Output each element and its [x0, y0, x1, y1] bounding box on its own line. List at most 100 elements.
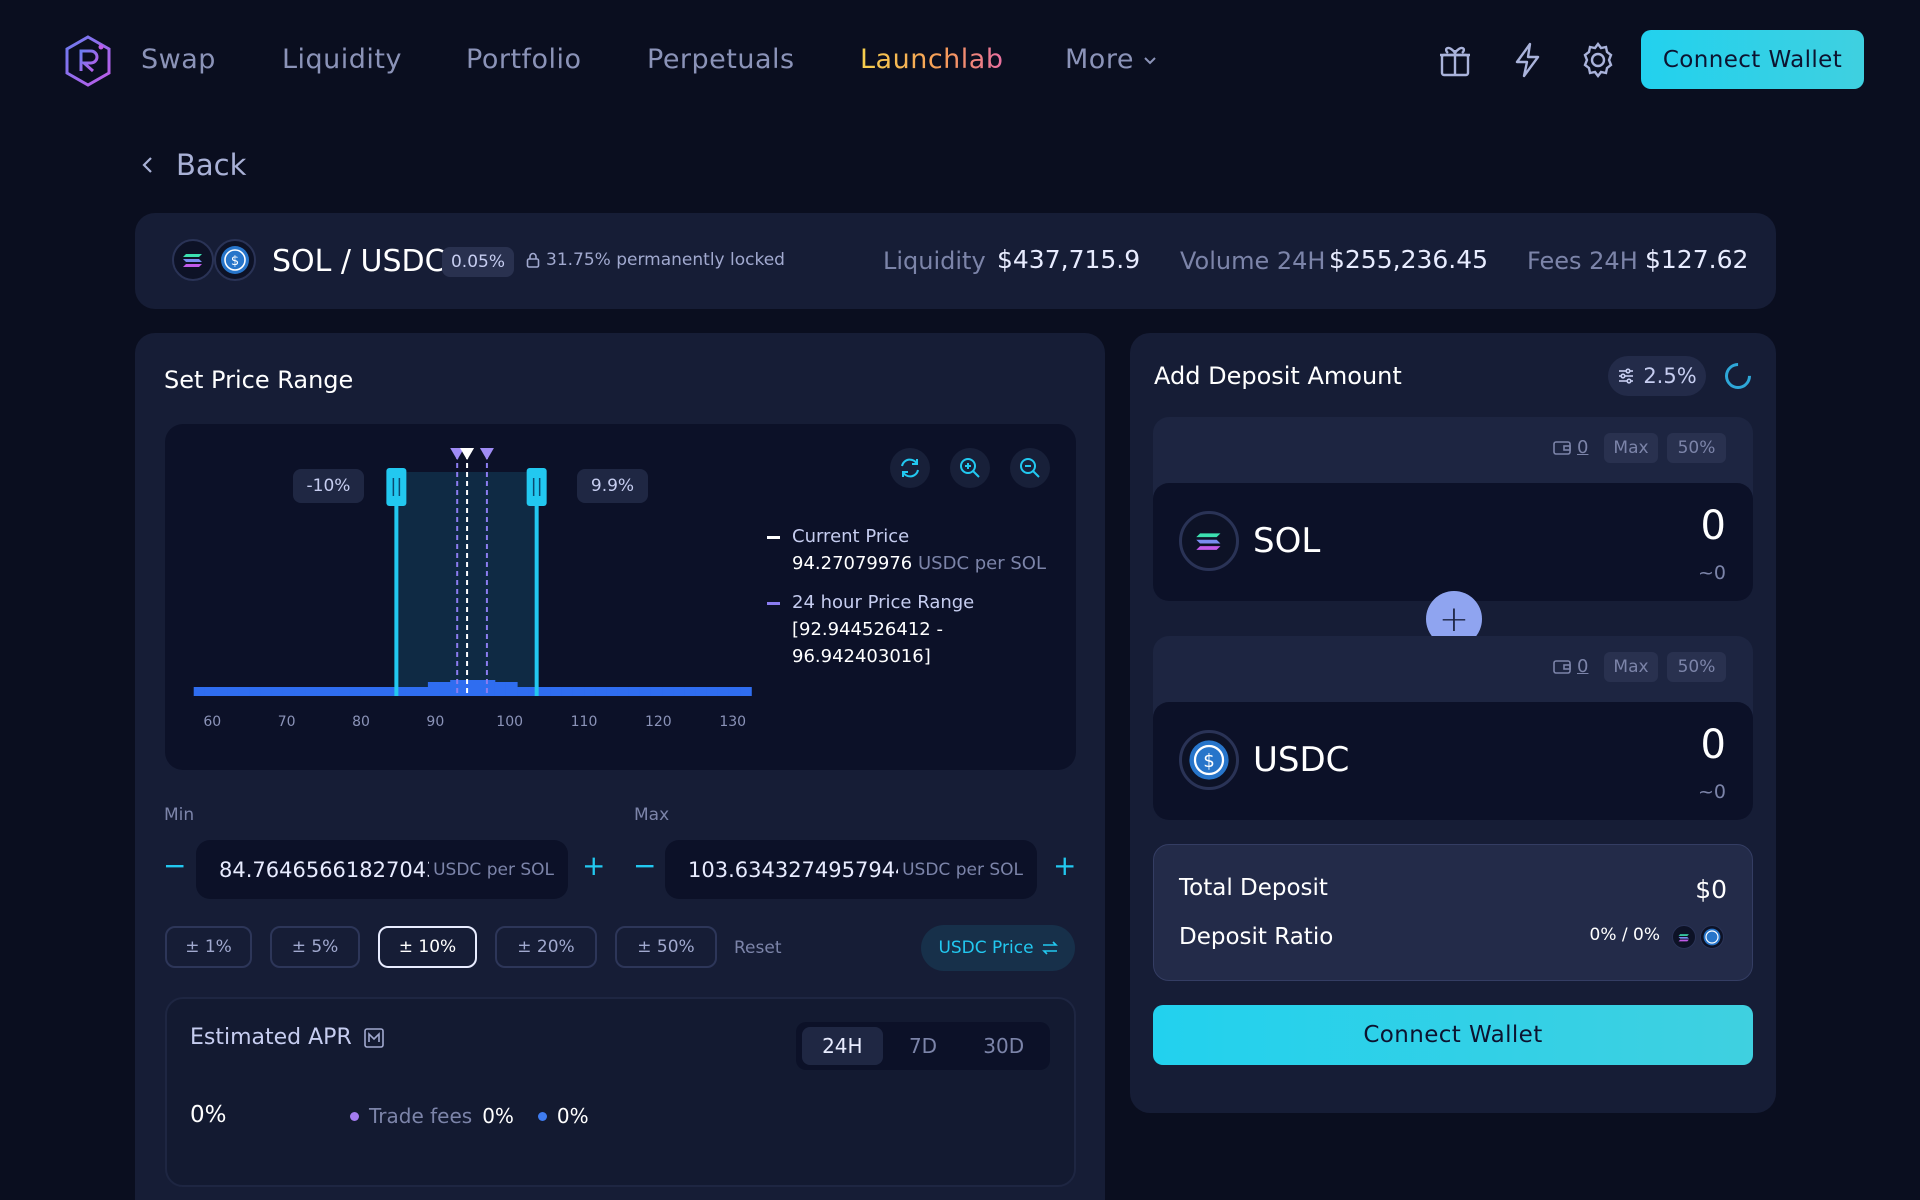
usdc-price-label: USDC Price	[938, 938, 1034, 958]
connect-wallet-button[interactable]: Connect Wallet	[1641, 30, 1864, 89]
sol-max-button[interactable]: Max	[1604, 433, 1658, 463]
sol-amount-input[interactable]: 0	[1700, 503, 1726, 549]
usdc-price-toggle[interactable]: USDC Price	[921, 925, 1075, 971]
liquidity-bar	[673, 687, 685, 696]
liquidity-bar	[639, 687, 652, 696]
apr-breakdown: Trade fees 0% 0%	[350, 1104, 589, 1128]
volume-value: $255,236.45	[1329, 245, 1489, 274]
slippage-value: 2.5%	[1643, 364, 1697, 388]
sol-balance-value[interactable]: 0	[1577, 437, 1589, 458]
wallet-icon	[1553, 440, 1571, 455]
usdc-amount-area	[1153, 702, 1753, 820]
liquidity-bar	[372, 687, 384, 696]
lock-icon	[526, 252, 540, 268]
range24-high-marker	[479, 448, 494, 460]
usdc-max-button[interactable]: Max	[1604, 652, 1658, 682]
usdc-token-icon: $	[214, 239, 256, 281]
liquidity-bar	[349, 687, 362, 696]
max-price-unit: USDC per SOL	[898, 860, 1023, 880]
apr-title-text: Estimated APR	[190, 1025, 352, 1050]
max-increase-button[interactable]: +	[1053, 849, 1077, 882]
zoom-in-icon[interactable]	[950, 448, 990, 488]
liquidity-bar	[204, 687, 217, 696]
liquidity-bar	[662, 687, 674, 696]
usdc-amount-input[interactable]: 0	[1700, 722, 1726, 768]
usdc-balance-value[interactable]: 0	[1577, 656, 1589, 677]
min-range-handle	[386, 468, 407, 506]
back-button[interactable]: Back	[140, 148, 246, 182]
tab-24h[interactable]: 24H	[802, 1027, 883, 1065]
zoom-out-icon[interactable]	[1010, 448, 1050, 488]
preset-5pct-button[interactable]: ± 5%	[270, 926, 360, 968]
range24-value-2: 96.942403016]	[792, 646, 931, 667]
tab-30d[interactable]: 30D	[983, 1034, 1025, 1058]
trade-fees-value: 0%	[482, 1104, 514, 1128]
min-increase-button[interactable]: +	[582, 849, 606, 882]
apr-mode-icon[interactable]	[363, 1027, 384, 1048]
liquidity-bar	[282, 687, 295, 696]
reset-button[interactable]: Reset	[734, 938, 782, 958]
chevron-left-icon	[142, 157, 152, 173]
liquidity-bar	[606, 687, 618, 696]
x-tick-label: 60	[203, 714, 221, 730]
max-label: Max	[634, 805, 670, 825]
nav-perpetuals[interactable]: Perpetuals	[647, 44, 795, 75]
nav-swap[interactable]: Swap	[141, 44, 216, 75]
sol-symbol: SOL	[1253, 521, 1321, 561]
sol-token-icon	[172, 239, 214, 281]
locked-text: 31.75% permanently locked	[546, 250, 785, 270]
max-price-input[interactable]: 103.6343274957944 USDC per SOL	[665, 840, 1037, 899]
pool-pair: SOL / USDC	[272, 244, 446, 279]
slippage-button[interactable]: 2.5%	[1608, 356, 1706, 396]
liquidity-bar	[472, 680, 485, 696]
raydium-logo[interactable]	[60, 33, 116, 89]
gift-icon[interactable]	[1435, 40, 1475, 80]
settings-gear-icon[interactable]	[1578, 40, 1618, 80]
liquidity-bar	[271, 687, 284, 696]
liquidity-bar	[728, 687, 741, 696]
min-price-input[interactable]: 84.76465661827043 USDC per SOL	[196, 840, 568, 899]
liquidity-bar	[360, 687, 373, 696]
connect-wallet-main-button[interactable]: Connect Wallet	[1153, 1005, 1753, 1065]
preset-20pct-button[interactable]: ± 20%	[495, 926, 597, 968]
tab-7d[interactable]: 7D	[908, 1034, 938, 1058]
preset-1pct-button[interactable]: ± 1%	[165, 926, 252, 968]
lightning-icon[interactable]	[1507, 40, 1547, 80]
range24-low-marker	[450, 448, 465, 460]
liquidity-bar	[539, 687, 552, 696]
max-decrease-button[interactable]: −	[633, 849, 657, 882]
nav-more[interactable]: More	[1065, 44, 1158, 75]
nav-launchlab[interactable]: Launchlab	[860, 44, 1004, 75]
nav-liquidity[interactable]: Liquidity	[282, 44, 403, 75]
liquidity-bar	[494, 682, 507, 696]
min-decrease-button[interactable]: −	[163, 849, 187, 882]
liquidity-bar	[249, 687, 262, 696]
liquidity-bar	[450, 680, 462, 696]
range24-legend-marker	[767, 602, 780, 605]
usdc-half-button[interactable]: 50%	[1667, 652, 1726, 682]
reset-chart-icon[interactable]	[890, 448, 930, 488]
pool-info-bar	[135, 213, 1776, 309]
liquidity-bar	[550, 687, 563, 696]
nav-more-label: More	[1065, 44, 1134, 75]
sol-half-button[interactable]: 50%	[1667, 433, 1726, 463]
sol-deposit-token-icon	[1179, 511, 1239, 571]
deposit-title: Add Deposit Amount	[1154, 362, 1402, 390]
sol-amount-area	[1153, 483, 1753, 601]
locked-info: 31.75% permanently locked	[526, 250, 785, 270]
deposit-summary	[1153, 844, 1753, 981]
x-tick-label: 100	[496, 714, 523, 730]
preset-10pct-button[interactable]: ± 10%	[378, 926, 477, 968]
svg-text:$: $	[1203, 751, 1215, 772]
back-label: Back	[176, 148, 247, 182]
sliders-icon	[1619, 368, 1634, 384]
x-tick-label: 130	[719, 714, 746, 730]
price-range-title: Set Price Range	[164, 366, 354, 394]
liquidity-bar	[528, 687, 540, 696]
nav-portfolio[interactable]: Portfolio	[466, 44, 582, 75]
current-price-marker	[460, 448, 475, 460]
liquidity-bar	[584, 687, 596, 696]
total-deposit-value: $0	[1695, 875, 1727, 904]
preset-50pct-button[interactable]: ± 50%	[615, 926, 717, 968]
liquidity-bar	[416, 687, 429, 696]
